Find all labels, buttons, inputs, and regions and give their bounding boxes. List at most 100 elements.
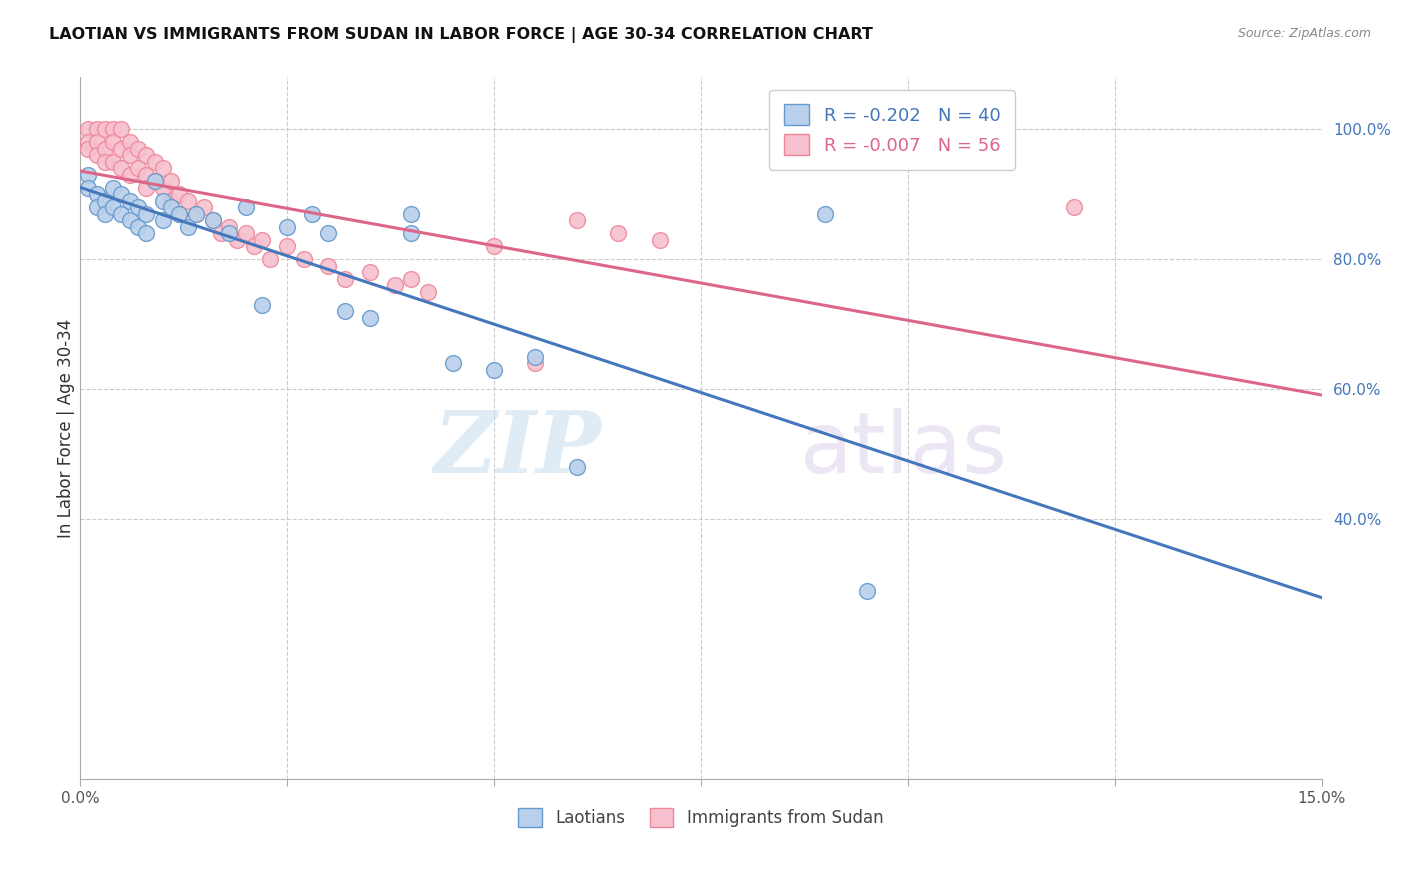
Point <box>482 362 505 376</box>
Point <box>607 227 630 241</box>
Point <box>110 122 132 136</box>
Point <box>127 161 149 176</box>
Point <box>276 219 298 234</box>
Text: Source: ZipAtlas.com: Source: ZipAtlas.com <box>1237 27 1371 40</box>
Point <box>243 239 266 253</box>
Point <box>399 207 422 221</box>
Point <box>118 148 141 162</box>
Point <box>135 168 157 182</box>
Point <box>250 233 273 247</box>
Point <box>193 200 215 214</box>
Text: LAOTIAN VS IMMIGRANTS FROM SUDAN IN LABOR FORCE | AGE 30-34 CORRELATION CHART: LAOTIAN VS IMMIGRANTS FROM SUDAN IN LABO… <box>49 27 873 43</box>
Point <box>359 265 381 279</box>
Point <box>127 219 149 234</box>
Point <box>218 219 240 234</box>
Point <box>86 200 108 214</box>
Point <box>169 187 191 202</box>
Point <box>86 136 108 150</box>
Point <box>143 154 166 169</box>
Point <box>118 168 141 182</box>
Point <box>524 356 547 370</box>
Point <box>118 213 141 227</box>
Point <box>201 213 224 227</box>
Point <box>359 310 381 325</box>
Point <box>103 122 125 136</box>
Point <box>384 278 406 293</box>
Point <box>226 233 249 247</box>
Point <box>77 136 100 150</box>
Point <box>135 207 157 221</box>
Point <box>1063 200 1085 214</box>
Point <box>135 181 157 195</box>
Point <box>201 213 224 227</box>
Point <box>77 168 100 182</box>
Point <box>169 207 191 221</box>
Point <box>235 227 257 241</box>
Y-axis label: In Labor Force | Age 30-34: In Labor Force | Age 30-34 <box>58 318 75 538</box>
Point <box>209 227 232 241</box>
Point <box>441 356 464 370</box>
Point <box>143 174 166 188</box>
Point <box>333 304 356 318</box>
Point <box>318 259 340 273</box>
Point <box>110 207 132 221</box>
Point <box>110 161 132 176</box>
Point <box>301 207 323 221</box>
Point <box>160 194 183 208</box>
Point <box>184 207 207 221</box>
Point <box>648 233 671 247</box>
Point <box>135 148 157 162</box>
Point <box>565 460 588 475</box>
Point <box>169 207 191 221</box>
Point <box>86 148 108 162</box>
Point <box>160 174 183 188</box>
Point <box>110 187 132 202</box>
Point <box>292 252 315 267</box>
Point <box>94 154 117 169</box>
Point <box>333 272 356 286</box>
Point <box>524 350 547 364</box>
Point <box>127 200 149 214</box>
Point <box>143 174 166 188</box>
Point <box>118 194 141 208</box>
Point <box>259 252 281 267</box>
Point <box>127 142 149 156</box>
Point <box>152 213 174 227</box>
Point <box>160 200 183 214</box>
Point <box>94 142 117 156</box>
Point <box>814 207 837 221</box>
Point <box>94 194 117 208</box>
Point <box>103 154 125 169</box>
Point <box>110 142 132 156</box>
Point <box>77 122 100 136</box>
Point <box>152 194 174 208</box>
Point <box>118 136 141 150</box>
Point <box>318 227 340 241</box>
Point <box>482 239 505 253</box>
Point <box>77 142 100 156</box>
Point <box>416 285 439 299</box>
Point <box>235 200 257 214</box>
Point <box>250 298 273 312</box>
Point <box>184 207 207 221</box>
Text: ZIP: ZIP <box>434 408 602 491</box>
Point <box>103 136 125 150</box>
Point <box>276 239 298 253</box>
Point <box>77 181 100 195</box>
Point <box>176 219 198 234</box>
Text: atlas: atlas <box>800 408 1008 491</box>
Point <box>86 122 108 136</box>
Point <box>565 213 588 227</box>
Point <box>399 227 422 241</box>
Point <box>86 187 108 202</box>
Legend: Laotians, Immigrants from Sudan: Laotians, Immigrants from Sudan <box>512 801 890 834</box>
Point <box>176 194 198 208</box>
Point <box>152 181 174 195</box>
Point <box>135 227 157 241</box>
Point <box>94 207 117 221</box>
Point <box>399 272 422 286</box>
Point <box>103 200 125 214</box>
Point <box>152 161 174 176</box>
Point <box>103 181 125 195</box>
Point <box>94 122 117 136</box>
